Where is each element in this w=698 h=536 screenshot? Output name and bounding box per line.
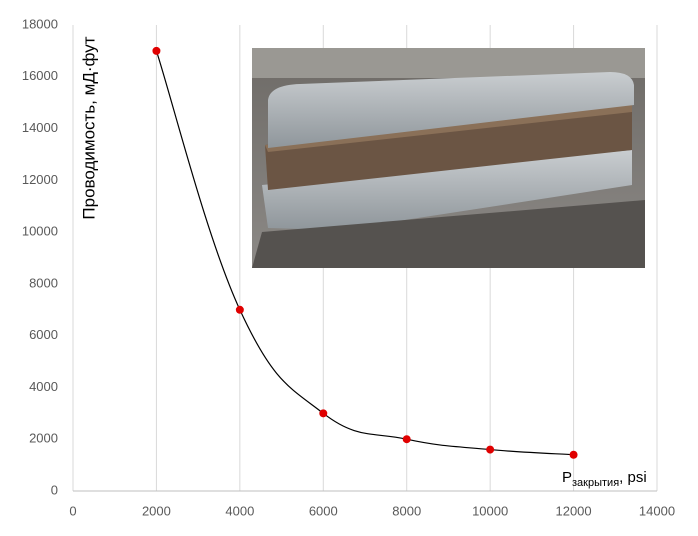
x-tick-label: 10000 <box>472 503 508 518</box>
data-point <box>486 445 495 454</box>
x-tick-label: 0 <box>69 503 76 518</box>
x-tick-label: 4000 <box>225 503 254 518</box>
data-point <box>319 409 328 418</box>
x-tick-label: 6000 <box>309 503 338 518</box>
y-tick-label: 14000 <box>22 120 58 135</box>
y-tick-label: 0 <box>51 482 58 497</box>
x-label-suffix: , psi <box>619 469 647 486</box>
y-tick-label: 18000 <box>22 16 58 31</box>
data-point <box>235 305 244 314</box>
y-tick-label: 12000 <box>22 172 58 187</box>
data-point <box>402 435 411 444</box>
x-label-sub: закрытия <box>572 477 619 489</box>
data-point <box>152 46 161 55</box>
x-axis-label: Pзакрытия, psi <box>562 469 647 489</box>
y-tick-label: 16000 <box>22 68 58 83</box>
x-label-main: P <box>562 469 572 486</box>
x-tick-label: 8000 <box>392 503 421 518</box>
data-point <box>569 450 578 459</box>
y-axis-label: Проводимость, мД·фут <box>79 36 98 219</box>
y-tick-label: 8000 <box>29 275 58 290</box>
y-tick-label: 10000 <box>22 224 58 239</box>
x-tick-label: 14000 <box>639 503 675 518</box>
photo-inset <box>252 48 645 268</box>
x-tick-label: 2000 <box>142 503 171 518</box>
x-tick-label: 12000 <box>555 503 591 518</box>
y-tick-label: 2000 <box>29 431 58 446</box>
y-tick-label: 4000 <box>29 379 58 394</box>
y-tick-label: 6000 <box>29 327 58 342</box>
